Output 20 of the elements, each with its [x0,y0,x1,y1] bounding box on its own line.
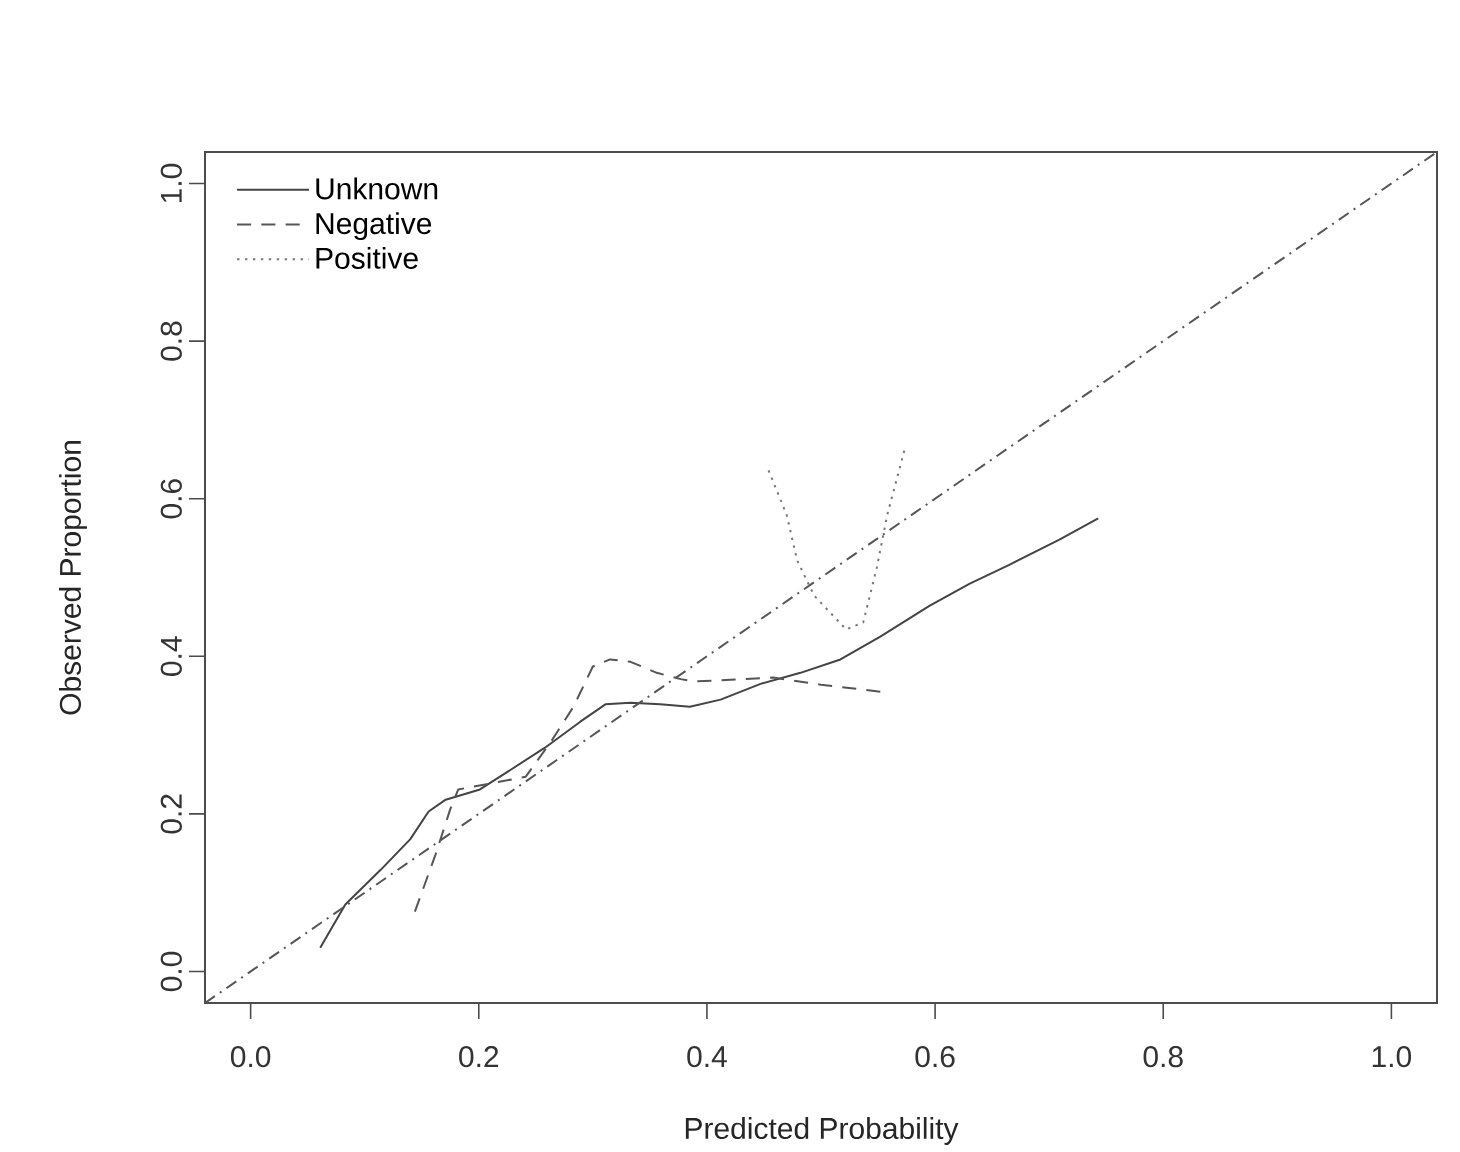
y-axis-title: Observed Proportion [59,441,87,715]
line-series [413,658,882,913]
x-tick-label: 0.8 [1143,1046,1183,1068]
y-tick-label: 0.8 [160,321,182,361]
legend-label: Unknown [316,177,438,200]
x-tick-label: 0.2 [459,1046,499,1068]
legend-label: Positive [316,247,418,270]
x-tick-label: 0.6 [915,1046,955,1068]
x-tick-label: 1.0 [1372,1046,1412,1068]
y-tick-label: 0.2 [160,794,182,834]
y-tick-label: 0.6 [160,479,182,519]
y-tick-label: 1.0 [160,164,182,203]
x-axis-title: Predicted Probability [685,1117,959,1146]
x-tick-label: 0.4 [687,1046,727,1068]
line-series [767,449,906,631]
y-tick-label: 0.4 [160,636,182,677]
legend-label: Negative [316,212,432,241]
line-series [319,517,1100,949]
y-tick-label: 0.0 [160,951,182,992]
x-tick-label: 0.0 [230,1046,271,1068]
